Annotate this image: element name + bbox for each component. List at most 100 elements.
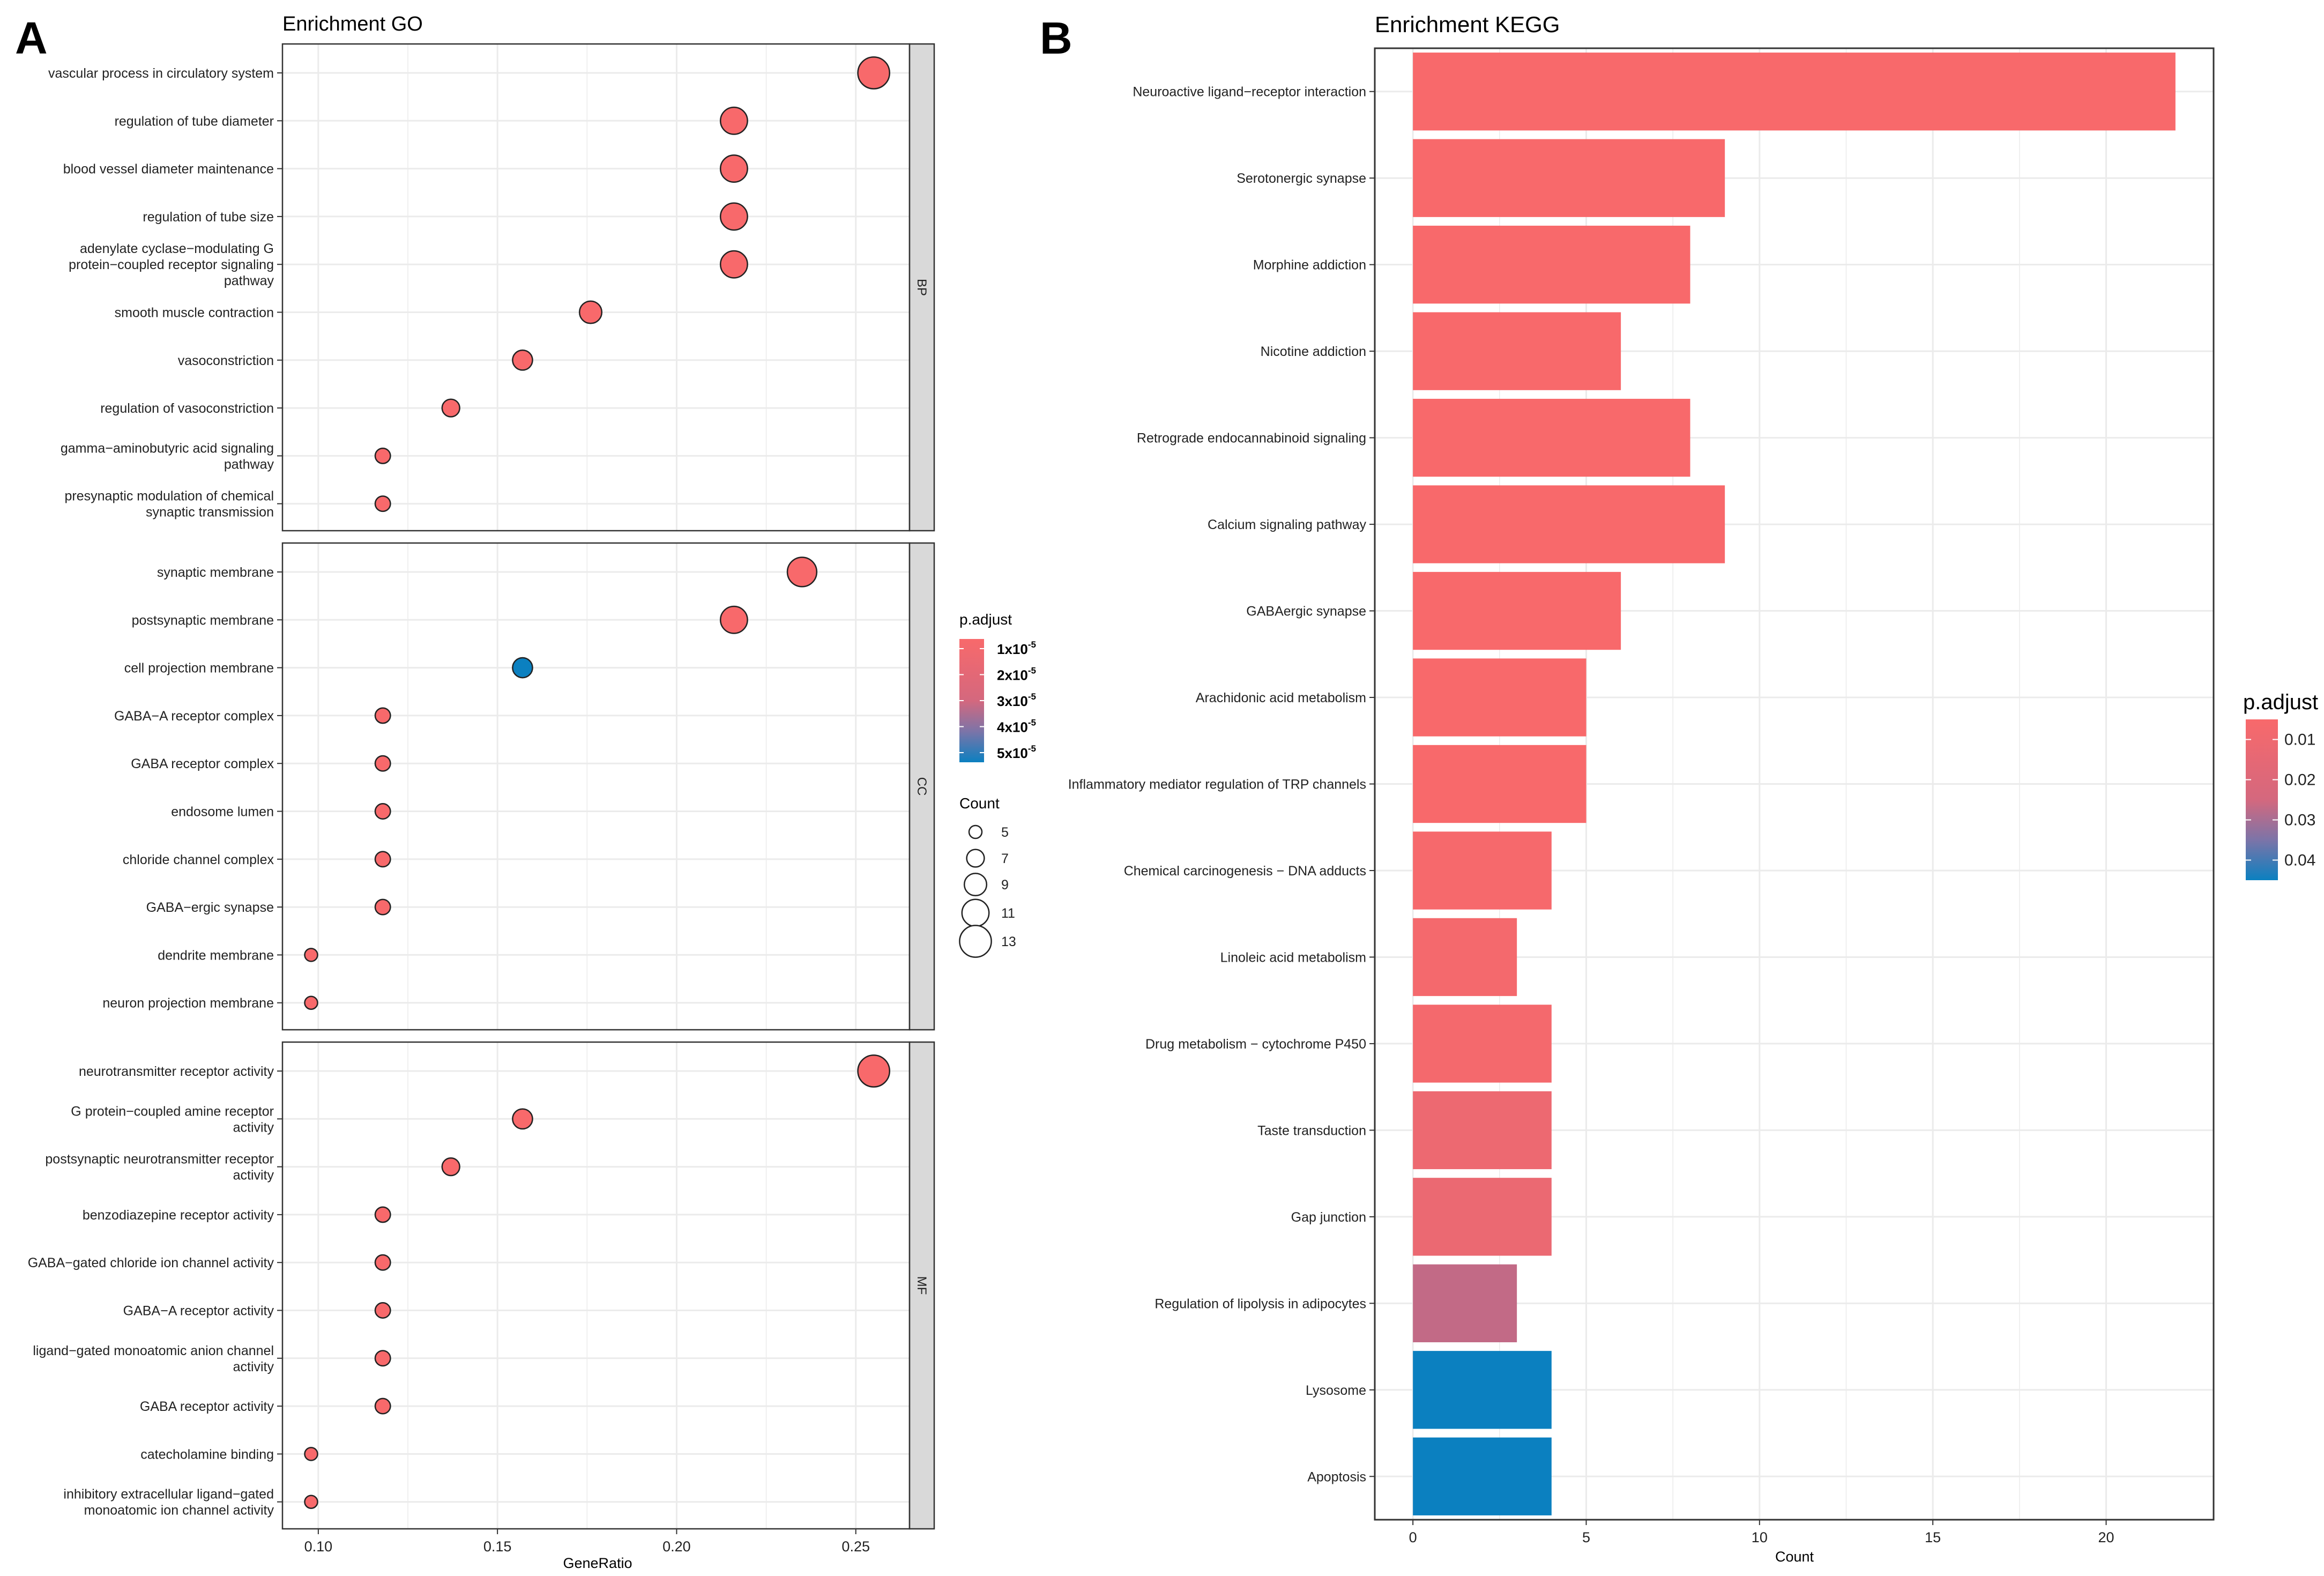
go-term-label: activity [233,1120,274,1135]
go-point [374,755,391,772]
go-term-label: catecholamine binding [140,1447,274,1462]
kegg-category-label: Lysosome [1306,1383,1366,1398]
go-term-label: dendrite membrane [158,948,274,963]
kegg-category-label: Regulation of lipolysis in adipocytes [1154,1296,1366,1311]
go-term-label: postsynaptic membrane [132,613,274,628]
go-point [441,398,460,418]
go-point [719,106,748,135]
go-color-legend-labels: 1x10-5 2x10-5 3x10-5 4x10-5 5x10-5 [959,640,1036,761]
kegg-category-label: Gap junction [1291,1210,1366,1225]
go-term-label: GABA−ergic synapse [146,900,274,915]
go-term-label: ligand−gated monoatomic anion channel [33,1343,274,1358]
go-strip-box [908,43,935,532]
kegg-category-label: Serotonergic synapse [1237,171,1366,186]
kegg-category-label: Retrograde endocannabinoid signaling [1137,431,1366,446]
go-strip-box [908,1041,935,1530]
go-term-label: GABA−A receptor activity [123,1304,274,1319]
go-term-label: GABA receptor complex [131,756,274,771]
kegg-bar [1413,1178,1552,1256]
go-strip-box [908,542,935,1031]
go-color-label: 4x10-5 [997,718,1036,735]
kegg-title: Enrichment KEGG [1375,12,1560,37]
go-point [719,605,748,634]
go-term-label: activity [233,1168,274,1183]
go-term-label: cell projection membrane [124,661,274,676]
go-facet-strips: BP CC MF [908,43,935,1530]
go-dot-plot: Enrichment GO BP CC MF vascular process in… [28,13,1036,1571]
kegg-color-label: 0.01 [2284,731,2315,749]
go-term-label: regulation of tube diameter [115,114,274,129]
kegg-x-tick-label: 20 [2098,1529,2114,1545]
go-term-label: inhibitory extracellular ligand−gated [63,1487,274,1502]
go-size-legend-items: 5 7 9 11 13 [959,824,1016,958]
go-point [374,447,391,464]
kegg-bar [1413,139,1725,217]
go-term-label: vasoconstriction [178,353,274,368]
go-term-label: protein−coupled receptor signaling [69,257,274,272]
go-point [374,898,391,916]
kegg-bar [1413,1437,1552,1515]
go-term-label: neurotransmitter receptor activity [79,1064,274,1079]
go-legend: p.adjust 1x10-52x10-53x10-54x10-55x10-5 … [959,611,1036,958]
go-term-label: chloride channel complex [123,852,274,867]
go-point [719,154,748,183]
go-color-label: 2x10-5 [997,666,1036,683]
go-term-label: synaptic transmission [146,505,274,520]
kegg-category-label: Arachidonic acid metabolism [1196,690,1366,705]
kegg-category-label: Nicotine addiction [1261,344,1366,359]
go-point [374,495,391,512]
go-points [304,56,890,1509]
kegg-bar [1413,1091,1552,1170]
go-point [857,1054,890,1088]
kegg-bar [1413,1351,1552,1429]
kegg-category-label: GABAergic synapse [1246,604,1366,619]
go-strip-label: BP [914,279,929,296]
go-x-tick-label: 0.15 [483,1538,512,1555]
go-point [512,349,533,371]
go-color-label: 5x10-5 [997,744,1036,761]
go-title: Enrichment GO [282,13,423,35]
kegg-category-label: Drug metabolism − cytochrome P450 [1145,1037,1366,1052]
go-color-legend-title: p.adjust [959,611,1012,628]
go-point [304,1447,318,1461]
kegg-category-labels: Neuroactive ligand−receptor interaction S… [1068,85,1375,1484]
go-point [374,851,391,868]
kegg-category-label: Neuroactive ligand−receptor interaction [1133,85,1366,100]
go-term-label: GABA−gated chloride ion channel activity [28,1255,274,1270]
go-size-legend-circle [961,898,990,927]
go-point [374,803,391,820]
go-term-label: pathway [224,273,274,288]
go-size-legend-label: 5 [1001,825,1009,840]
kegg-x-tick-label: 0 [1409,1529,1417,1545]
kegg-category-label: Linoleic acid metabolism [1220,950,1366,965]
go-size-legend-circle [968,824,983,839]
go-term-label: gamma−aminobutyric acid signaling [61,441,274,456]
kegg-bar [1413,831,1552,910]
go-point [857,56,890,90]
go-x-tick-label: 0.20 [662,1538,691,1555]
kegg-bar [1413,918,1517,997]
go-term-label: regulation of tube size [143,210,274,225]
kegg-category-label: Inflammatory mediator regulation of TRP … [1068,777,1366,792]
go-term-label: blood vessel diameter maintenance [63,162,274,177]
kegg-bar [1413,485,1725,563]
kegg-bar [1413,571,1621,650]
kegg-category-label: Taste transduction [1257,1123,1366,1138]
kegg-category-label: Chemical carcinogenesis − DNA adducts [1124,864,1366,879]
go-size-legend-title: Count [959,795,1000,812]
go-color-label: 1x10-5 [997,640,1036,657]
go-point [374,1254,391,1271]
go-point [374,1206,391,1223]
kegg-legend: p.adjust 0.01 0.02 0.03 0.04 [2243,690,2318,880]
go-term-label: smooth muscle contraction [115,306,274,321]
go-term-label: benzodiazepine receptor activity [83,1208,274,1223]
go-strip-label: MF [914,1276,929,1295]
go-point [578,300,603,324]
kegg-category-label: Morphine addiction [1253,258,1366,273]
go-size-legend-label: 13 [1001,934,1016,949]
kegg-bar [1413,53,2176,131]
go-point [374,1350,391,1367]
go-x-tick-label: 0.25 [841,1538,870,1555]
go-term-label: postsynaptic neurotransmitter receptor [45,1152,274,1167]
go-point [374,707,391,724]
